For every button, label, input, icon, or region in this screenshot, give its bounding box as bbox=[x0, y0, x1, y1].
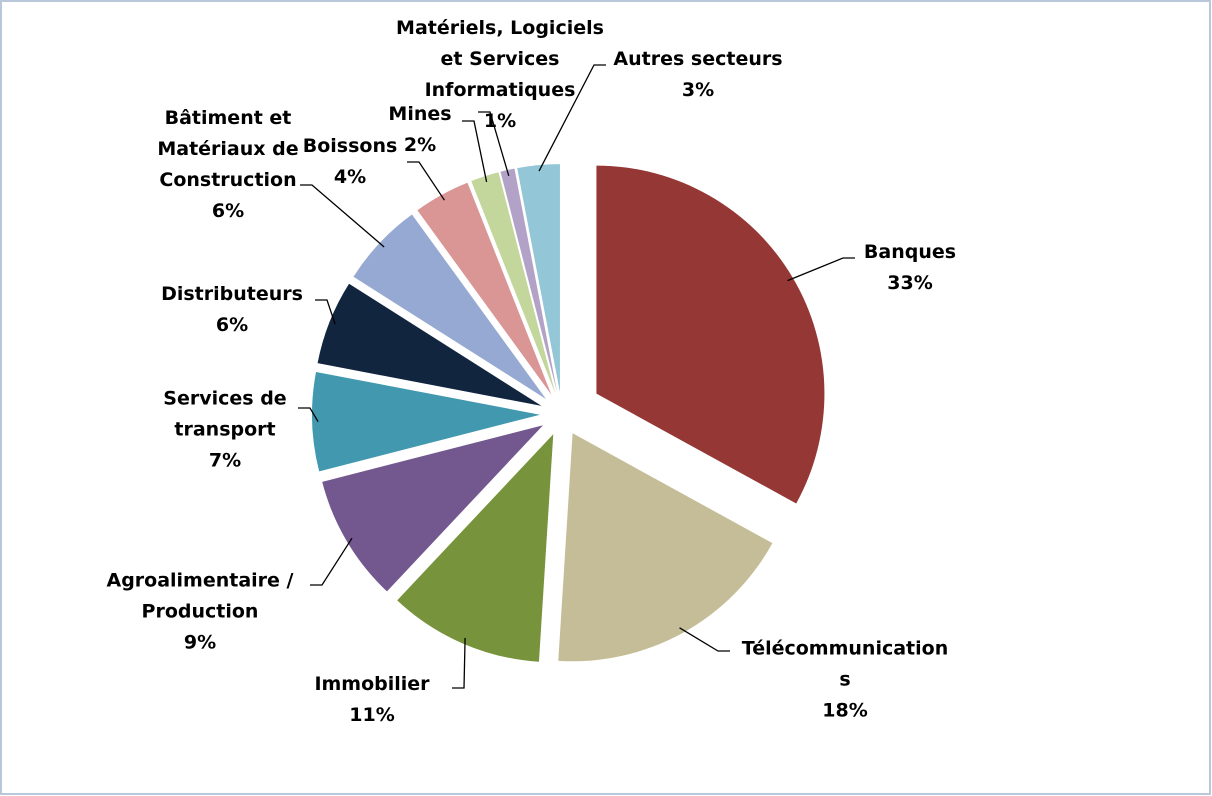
value-label: 9% bbox=[183, 631, 217, 654]
category-label: Distributeurs bbox=[161, 283, 303, 305]
pie-slice bbox=[596, 165, 825, 504]
value-label: 18% bbox=[822, 699, 868, 722]
pie-slice bbox=[500, 168, 558, 393]
leader-line bbox=[300, 184, 385, 248]
value-label: 1% bbox=[483, 110, 517, 132]
pie-slice bbox=[317, 283, 542, 406]
value-label: 7% bbox=[208, 449, 242, 472]
category-label: Mines bbox=[388, 103, 452, 125]
leader-line bbox=[679, 627, 730, 652]
category-label: Autres secteurs bbox=[613, 48, 783, 70]
data-label: Services de transport 7% bbox=[145, 384, 305, 477]
pie-slice bbox=[471, 172, 556, 394]
value-label: 3% bbox=[681, 79, 715, 101]
category-label: Agroalimentaire / Production bbox=[106, 569, 294, 623]
category-label: Immobilier bbox=[314, 673, 430, 695]
data-label: Immobilier 11% bbox=[272, 669, 472, 731]
pie-slice bbox=[517, 164, 560, 393]
value-label: 6% bbox=[215, 314, 249, 336]
pie-slice bbox=[322, 425, 544, 592]
leader-line bbox=[787, 257, 855, 282]
leader-line bbox=[298, 407, 319, 422]
data-label: Bâtiment et Matériaux de Construction 6% bbox=[143, 103, 313, 227]
data-label: Boissons 4% bbox=[290, 131, 410, 193]
pie-slice bbox=[312, 371, 541, 472]
leader-line bbox=[315, 299, 336, 325]
value-label: 11% bbox=[349, 704, 395, 726]
leader-line bbox=[452, 637, 466, 689]
data-label: Télécommunications 18% bbox=[740, 634, 950, 727]
pie-slice bbox=[417, 182, 552, 395]
leader-line bbox=[310, 537, 353, 586]
category-label: Matériels, Logiciels et Services Informa… bbox=[396, 17, 604, 101]
pie-slice bbox=[397, 434, 554, 662]
data-label: Agroalimentaire / Production 9% bbox=[85, 566, 315, 659]
category-label: Services de transport bbox=[163, 387, 287, 441]
leader-line bbox=[478, 111, 510, 177]
value-label: 6% bbox=[211, 200, 245, 222]
category-label: Banques bbox=[863, 241, 957, 263]
category-label: Boissons bbox=[302, 135, 398, 157]
category-label: Télécommunications bbox=[741, 637, 949, 691]
data-label: Matériels, Logiciels et Services Informa… bbox=[385, 13, 615, 137]
data-label: Banques 33% bbox=[830, 237, 990, 299]
leader-line bbox=[538, 64, 606, 172]
pie-slice bbox=[353, 214, 546, 399]
value-label: 33% bbox=[887, 272, 933, 294]
data-label: Distributeurs 6% bbox=[147, 279, 317, 341]
category-label: Bâtiment et Matériaux de Construction bbox=[157, 107, 299, 191]
data-label: Autres secteurs 3% bbox=[598, 44, 798, 106]
data-label: Mines 2% bbox=[380, 99, 460, 161]
leader-line bbox=[462, 120, 488, 183]
pie-slice bbox=[558, 433, 773, 662]
value-label: 4% bbox=[333, 166, 367, 188]
leader-line bbox=[407, 161, 445, 201]
value-label: 2% bbox=[403, 134, 437, 156]
